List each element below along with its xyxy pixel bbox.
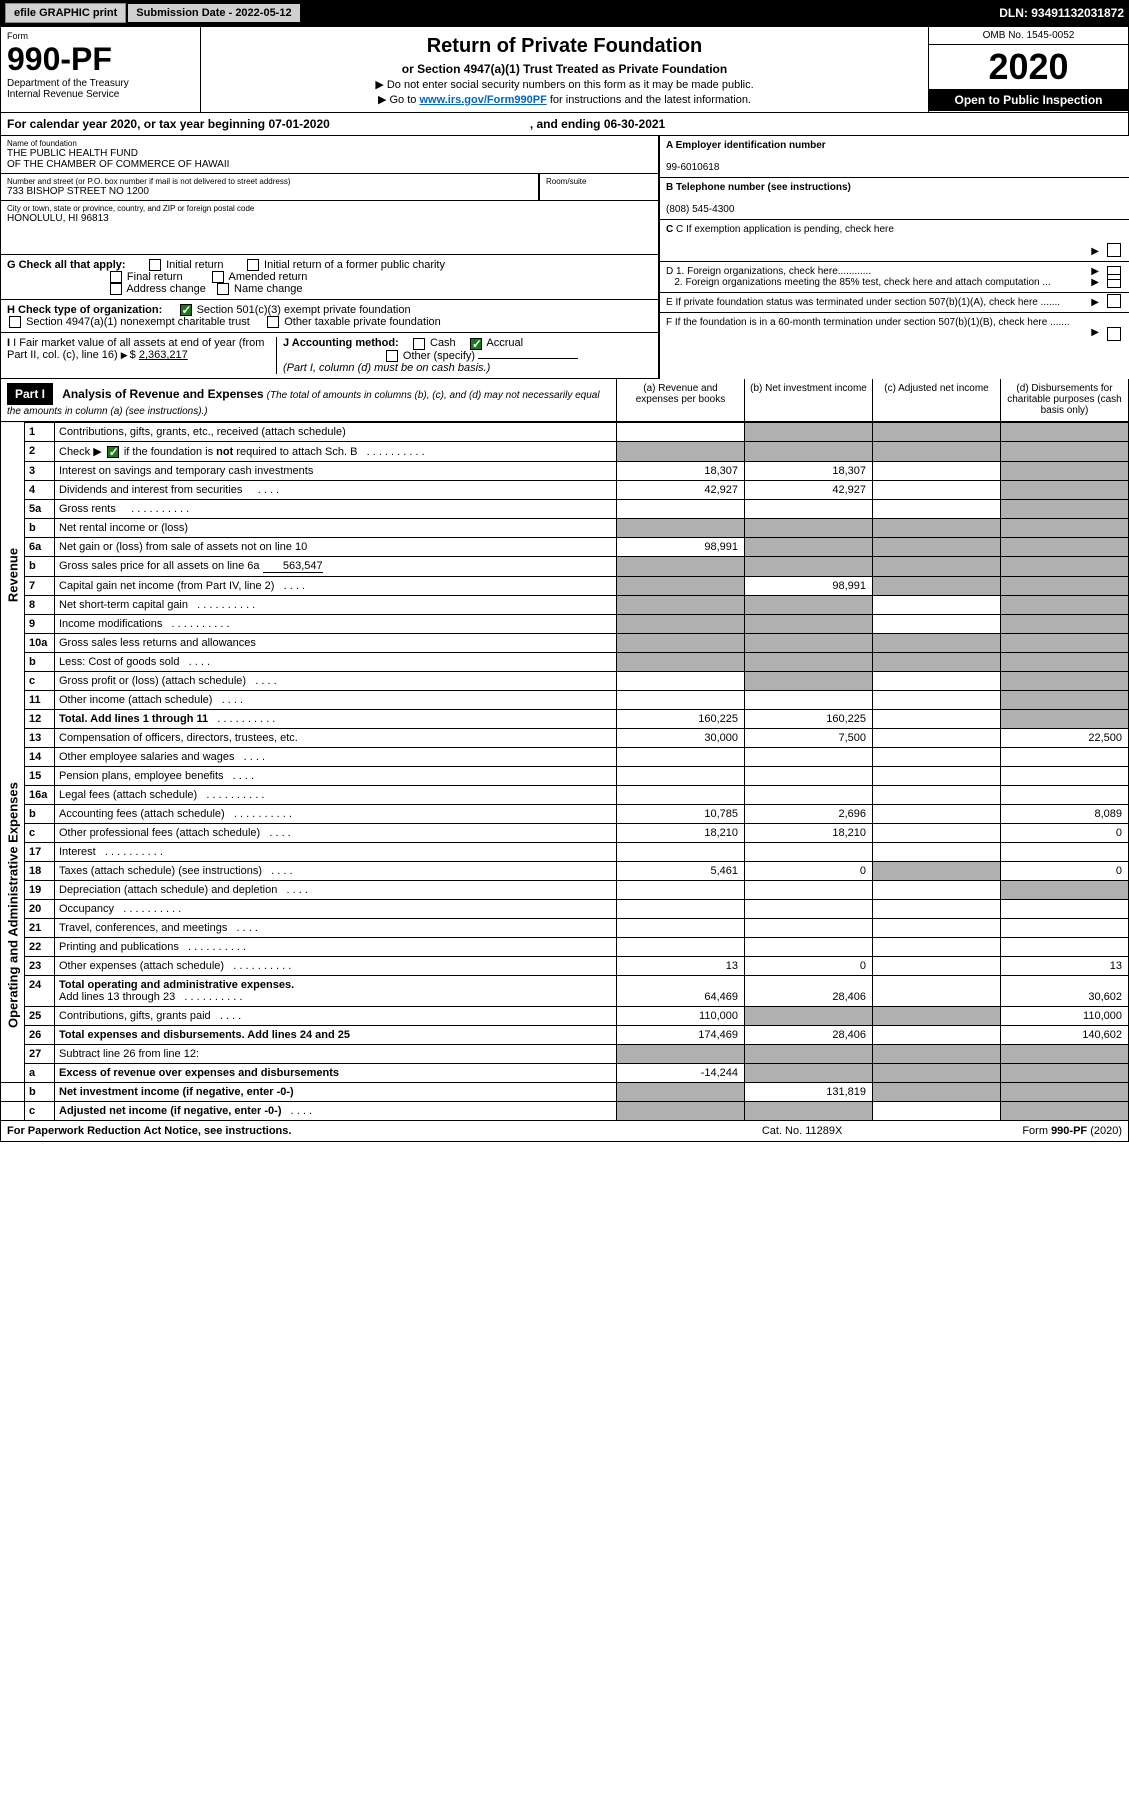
instr-ssn: ▶ Do not enter social security numbers o… <box>209 78 920 91</box>
header-left: Form 990-PF Department of the Treasury I… <box>1 27 201 112</box>
checkbox-amended[interactable] <box>212 271 224 283</box>
dln-label: DLN: 93491132031872 <box>999 6 1124 20</box>
revenue-table: Revenue 1Contributions, gifts, grants, e… <box>0 422 1129 1121</box>
checkbox-initial-pub[interactable] <box>247 259 259 271</box>
col-b-head: (b) Net investment income <box>744 379 872 421</box>
submission-date: Submission Date - 2022-05-12 <box>128 4 299 22</box>
room-box: Room/suite <box>539 174 659 201</box>
form-number: 990-PF <box>7 41 194 78</box>
part1-header-row: Part I Analysis of Revenue and Expenses … <box>0 379 1129 422</box>
checkbox-schb[interactable] <box>107 446 119 458</box>
form-label: Form <box>7 31 194 41</box>
top-bar: efile GRAPHIC print Submission Date - 20… <box>0 0 1129 26</box>
col-c-head: (c) Adjusted net income <box>872 379 1000 421</box>
omb-number: OMB No. 1545-0052 <box>929 27 1128 45</box>
checkbox-initial[interactable] <box>149 259 161 271</box>
paperwork-notice: For Paperwork Reduction Act Notice, see … <box>7 1125 291 1137</box>
checkbox-d2[interactable] <box>1107 274 1121 288</box>
efile-button[interactable]: efile GRAPHIC print <box>5 3 126 23</box>
checkbox-final[interactable] <box>110 271 122 283</box>
phone-box: B Telephone number (see instructions) (8… <box>660 178 1129 220</box>
calendar-year-row: For calendar year 2020, or tax year begi… <box>0 113 1129 136</box>
checkbox-other-acct[interactable] <box>386 350 398 362</box>
form-title: Return of Private Foundation <box>209 35 920 58</box>
exemption-box: C C If exemption application is pending,… <box>660 220 1129 262</box>
checkbox-e[interactable] <box>1107 294 1121 308</box>
cat-no: Cat. No. 11289X <box>762 1125 843 1137</box>
instr-goto: ▶ Go to www.irs.gov/Form990PF for instru… <box>209 93 920 106</box>
check-h-row: H Check type of organization: Section 50… <box>0 300 659 333</box>
checkbox-other-tax[interactable] <box>267 316 279 328</box>
checkbox-addr-change[interactable] <box>110 283 122 295</box>
irs-label: Internal Revenue Service <box>7 89 194 100</box>
open-public: Open to Public Inspection <box>929 89 1128 111</box>
address-box: Number and street (or P.O. box number if… <box>0 174 539 201</box>
checkbox-501c3[interactable] <box>180 304 192 316</box>
foreign-box: D 1. Foreign organizations, check here..… <box>660 262 1129 293</box>
expenses-label: Operating and Administrative Expenses <box>1 728 25 1082</box>
checkbox-accrual[interactable] <box>470 338 482 350</box>
irs-link[interactable]: www.irs.gov/Form990PF <box>419 94 546 106</box>
footer: For Paperwork Reduction Act Notice, see … <box>0 1121 1129 1142</box>
entity-grid: Name of foundation THE PUBLIC HEALTH FUN… <box>0 136 1129 379</box>
part1-badge: Part I <box>7 383 53 405</box>
checkbox-cash[interactable] <box>413 338 425 350</box>
col-d-head: (d) Disbursements for charitable purpose… <box>1000 379 1128 421</box>
foundation-name-box: Name of foundation THE PUBLIC HEALTH FUN… <box>0 136 659 174</box>
form-subtitle: or Section 4947(a)(1) Trust Treated as P… <box>209 62 920 76</box>
city-box: City or town, state or province, country… <box>0 201 659 255</box>
fmv-value: 2,363,217 <box>139 349 188 361</box>
ein-box: A Employer identification number 99-6010… <box>660 136 1129 178</box>
terminated-box: E If private foundation status was termi… <box>660 293 1129 313</box>
revenue-label: Revenue <box>1 422 25 728</box>
form-ref: Form 990-PF (2020) <box>1022 1125 1122 1137</box>
header-right: OMB No. 1545-0052 2020 Open to Public In… <box>928 27 1128 112</box>
col-a-head: (a) Revenue and expenses per books <box>616 379 744 421</box>
tax-year: 2020 <box>929 45 1128 89</box>
form-header: Form 990-PF Department of the Treasury I… <box>0 26 1129 113</box>
checkbox-c[interactable] <box>1107 243 1121 257</box>
checkbox-f[interactable] <box>1107 327 1121 341</box>
check-g-row: G Check all that apply: Initial return I… <box>0 255 659 300</box>
checkbox-name-change[interactable] <box>217 283 229 295</box>
header-mid: Return of Private Foundation or Section … <box>201 27 928 112</box>
60month-box: F If the foundation is in a 60-month ter… <box>660 313 1129 365</box>
checkbox-4947[interactable] <box>9 316 21 328</box>
dept-treasury: Department of the Treasury <box>7 78 194 89</box>
check-ij-row: I I Fair market value of all assets at e… <box>0 333 659 378</box>
